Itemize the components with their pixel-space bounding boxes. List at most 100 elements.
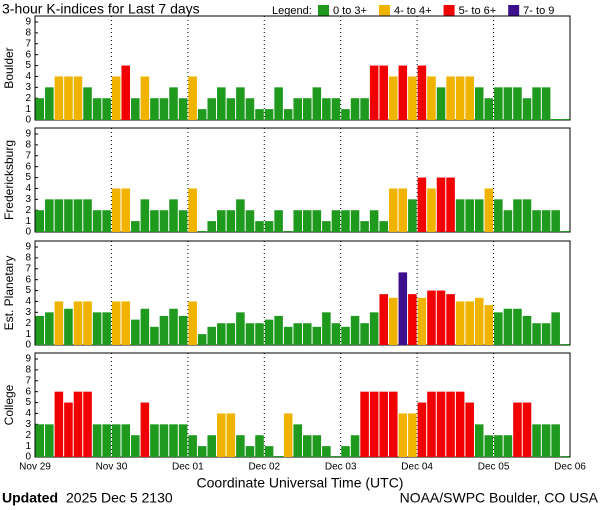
bar [121, 301, 131, 345]
bar [360, 221, 369, 232]
bar [341, 446, 350, 457]
y-tick-label: 4 [25, 296, 31, 307]
y-tick-label: 7 [25, 375, 31, 386]
y-tick-label: 4 [25, 408, 31, 419]
bar [560, 456, 570, 457]
x-tick-label: Dec 06 [554, 462, 586, 473]
bar [494, 87, 503, 120]
bar [45, 87, 54, 120]
y-tick-label: 5 [25, 397, 31, 408]
bar [446, 294, 455, 345]
bar [131, 319, 140, 345]
bar [350, 315, 360, 345]
bar [465, 199, 474, 232]
bar [408, 76, 417, 120]
bar [264, 446, 274, 457]
credit: NOAA/SWPC Boulder, CO USA [400, 490, 599, 506]
bar [111, 301, 121, 345]
bar [484, 305, 494, 345]
bar [350, 210, 360, 232]
bar [341, 326, 350, 345]
bar [64, 402, 73, 457]
bar [494, 312, 503, 345]
bar [312, 435, 322, 457]
bar [178, 424, 188, 457]
y-tick-label: 1 [25, 329, 31, 340]
y-tick-label: 0 [25, 115, 31, 126]
y-tick-label: 3 [25, 82, 31, 93]
bar [207, 326, 217, 345]
y-tick-label: 2 [25, 93, 31, 104]
bar [111, 76, 121, 120]
bar [169, 424, 178, 457]
y-tick-label: 0 [25, 227, 31, 238]
bar [474, 87, 484, 120]
x-tick-label: Dec 02 [248, 462, 280, 473]
bar [131, 98, 140, 120]
bar [312, 87, 322, 120]
bar [73, 301, 83, 345]
bar [54, 391, 64, 457]
bar [217, 87, 226, 120]
bar [236, 199, 245, 232]
y-tick-label: 0 [25, 452, 31, 463]
bar [283, 326, 293, 345]
bar [532, 87, 541, 120]
bar [312, 210, 322, 232]
bar [102, 424, 111, 457]
y-tick-label: 8 [25, 140, 31, 151]
bar [283, 231, 293, 232]
y-tick-label: 8 [25, 253, 31, 264]
bar [417, 297, 427, 345]
bar [474, 424, 484, 457]
bar [388, 76, 398, 120]
bar [293, 98, 302, 120]
bar [513, 308, 522, 345]
bar [560, 119, 570, 120]
y-tick-label: 7 [25, 263, 31, 274]
bar [465, 301, 474, 345]
bar [207, 221, 217, 232]
bar [369, 210, 379, 232]
bar [331, 456, 341, 457]
x-tick-label: Dec 03 [325, 462, 357, 473]
bar [274, 210, 283, 232]
bar [102, 210, 111, 232]
bar [503, 308, 513, 345]
y-tick-label: 5 [25, 172, 31, 183]
bar [551, 210, 560, 232]
bar [541, 323, 551, 345]
bar [503, 210, 513, 232]
bar [484, 435, 494, 457]
bar [83, 199, 92, 232]
bar [446, 177, 455, 232]
bar [92, 312, 102, 345]
y-tick-label: 0 [25, 340, 31, 351]
y-axis-label: Boulder [2, 47, 16, 88]
legend-entry: 0 to 3+ [333, 5, 367, 17]
bar [102, 98, 111, 120]
bar [436, 290, 446, 345]
bar [360, 391, 369, 457]
bar [388, 391, 398, 457]
legend-swatch [508, 5, 520, 16]
bar [350, 435, 360, 457]
bar [197, 109, 207, 120]
bar [293, 210, 302, 232]
bar [455, 76, 465, 120]
bar [503, 87, 513, 120]
y-tick-label: 7 [25, 150, 31, 161]
bar [398, 188, 408, 232]
bar [360, 323, 369, 345]
bar [331, 98, 341, 120]
bar [111, 424, 121, 457]
bar [159, 98, 169, 120]
y-tick-label: 6 [25, 49, 31, 60]
bar [140, 199, 150, 232]
y-tick-label: 3 [25, 194, 31, 205]
y-tick-label: 6 [25, 161, 31, 172]
bar [83, 391, 92, 457]
bar [379, 221, 388, 232]
bar [217, 210, 226, 232]
bar [255, 221, 264, 232]
